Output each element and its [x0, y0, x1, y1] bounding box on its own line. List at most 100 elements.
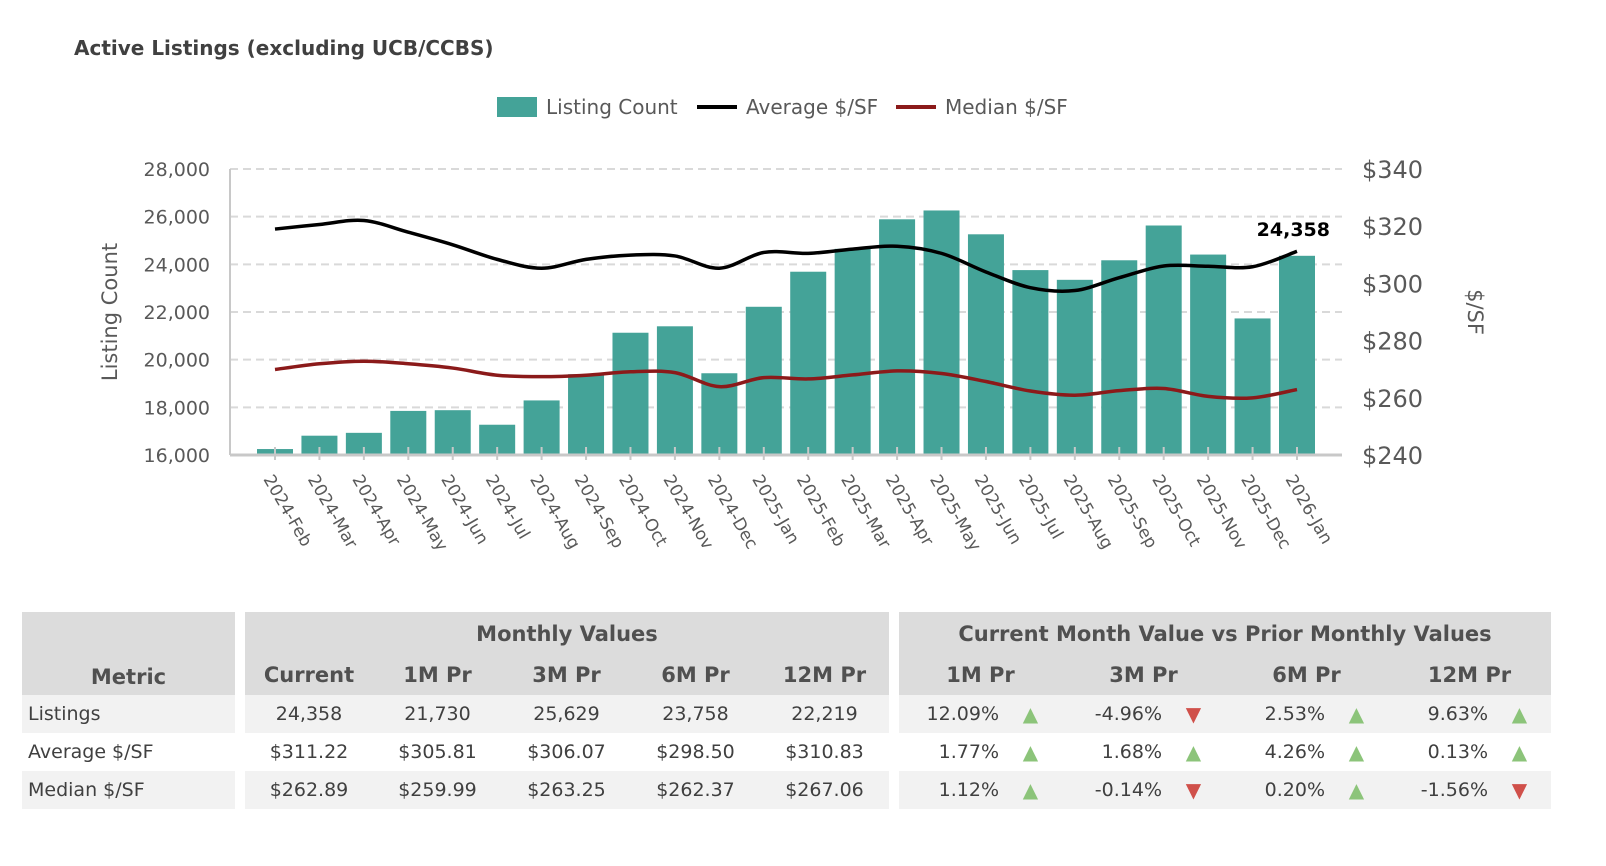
- bar-2025-Mar: [834, 248, 871, 455]
- monthly-col-header: 3M Pr: [502, 655, 631, 695]
- monthly-value: 24,358: [245, 695, 373, 733]
- table-row: Median $/SF $262.89 $259.99 $263.25 $262.37 $…: [22, 771, 1551, 809]
- monthly-col-header: Current: [245, 655, 373, 695]
- change-value: -0.14%: [1062, 771, 1162, 809]
- monthly-value: 21,730: [373, 695, 502, 733]
- legend-label: Listing Count: [546, 95, 678, 119]
- metric-name: Listings: [22, 695, 235, 733]
- bar-2025-Nov: [1190, 254, 1227, 455]
- monthly-col-header: 1M Pr: [373, 655, 502, 695]
- arrow-up-icon: ▲: [1325, 695, 1388, 733]
- y-tick-label: 28,000: [144, 159, 210, 181]
- arrow-up-icon: ▲: [1325, 771, 1388, 809]
- chart-title: Active Listings (excluding UCB/CCBS): [74, 36, 494, 60]
- monthly-value: $262.37: [631, 771, 760, 809]
- change-value: -1.56%: [1388, 771, 1488, 809]
- y2-axis-label: $/SF: [1463, 289, 1487, 335]
- monthly-value: $263.25: [502, 771, 631, 809]
- bar-2026-Jan: [1279, 255, 1315, 455]
- compare-col-header: 12M Pr: [1388, 655, 1551, 695]
- y2-tick-label: $280: [1362, 328, 1423, 356]
- change-value: 9.63%: [1388, 695, 1488, 733]
- bar-2024-Oct: [612, 332, 649, 455]
- bar-2025-May: [923, 210, 960, 455]
- monthly-value: $259.99: [373, 771, 502, 809]
- monthly-value: $306.07: [502, 733, 631, 771]
- change-value: 0.13%: [1388, 733, 1488, 771]
- monthly-col-header: 12M Pr: [760, 655, 889, 695]
- y-axis-label: Listing Count: [98, 243, 122, 381]
- monthly-value: $262.89: [245, 771, 373, 809]
- arrow-down-icon: ▼: [1162, 771, 1225, 809]
- metric-name: Average $/SF: [22, 733, 235, 771]
- bar-2024-Nov: [656, 326, 693, 455]
- monthly-values-header: Monthly Values: [245, 612, 889, 655]
- monthly-value: 25,629: [502, 695, 631, 733]
- bar-2024-Apr: [345, 432, 382, 455]
- change-value: 1.12%: [899, 771, 999, 809]
- bar-2025-Jul: [1012, 270, 1049, 455]
- combo-chart: 16,000 18,000 20,000 22,000 24,000 26,000 28,0…: [98, 95, 1487, 555]
- arrow-up-icon: ▲: [1325, 733, 1388, 771]
- y-tick-label: 24,000: [144, 254, 210, 276]
- bar-2024-Mar: [301, 435, 338, 455]
- bar-2025-Feb: [790, 271, 827, 455]
- compare-col-header: 1M Pr: [899, 655, 1062, 695]
- monthly-value: 23,758: [631, 695, 760, 733]
- monthly-col-header: 6M Pr: [631, 655, 760, 695]
- monthly-value: $305.81: [373, 733, 502, 771]
- monthly-value: $310.83: [760, 733, 889, 771]
- compare-col-header: 3M Pr: [1062, 655, 1225, 695]
- legend-label: Median $/SF: [945, 95, 1068, 119]
- bar-2024-Sep: [568, 374, 605, 455]
- change-value: 2.53%: [1225, 695, 1325, 733]
- bar-2025-Oct: [1145, 225, 1182, 455]
- y2-tick-label: $260: [1362, 385, 1423, 413]
- y2-tick-label: $340: [1362, 156, 1423, 184]
- monthly-value: $267.06: [760, 771, 889, 809]
- monthly-value: 22,219: [760, 695, 889, 733]
- metrics-table: Metric Monthly Values Current Month Valu…: [22, 612, 1551, 809]
- arrow-up-icon: ▲: [999, 733, 1062, 771]
- arrow-up-icon: ▲: [1488, 733, 1551, 771]
- arrow-up-icon: ▲: [999, 771, 1062, 809]
- table-row: Average $/SF $311.22 $305.81 $306.07 $298.50…: [22, 733, 1551, 771]
- arrow-up-icon: ▲: [1488, 695, 1551, 733]
- legend-swatch: [497, 97, 537, 117]
- monthly-value: $311.22: [245, 733, 373, 771]
- y2-tick-label: $240: [1362, 442, 1423, 470]
- y-tick-label: 26,000: [144, 207, 210, 229]
- monthly-value: $298.50: [631, 733, 760, 771]
- y-tick-label: 18,000: [144, 397, 210, 419]
- arrow-down-icon: ▼: [1488, 771, 1551, 809]
- change-value: 1.77%: [899, 733, 999, 771]
- arrow-up-icon: ▲: [999, 695, 1062, 733]
- line-median-sf: [274, 359, 1298, 401]
- bar-2025-Aug: [1056, 279, 1093, 455]
- change-value: 1.68%: [1062, 733, 1162, 771]
- legend-label: Average $/SF: [746, 95, 878, 119]
- y-tick-label: 16,000: [144, 445, 210, 467]
- bar-2025-Apr: [879, 219, 916, 455]
- arrow-up-icon: ▲: [1162, 733, 1225, 771]
- y2-tick-label: $300: [1362, 270, 1423, 298]
- bar-2025-Dec: [1234, 318, 1271, 455]
- metric-header: Metric: [22, 612, 235, 695]
- y-tick-label: 22,000: [144, 302, 210, 324]
- y2-tick-label: $320: [1362, 213, 1423, 241]
- table-row: Listings 24,358 21,730 25,629 23,758 22,219 12…: [22, 695, 1551, 733]
- change-value: 12.09%: [899, 695, 999, 733]
- compare-col-header: 6M Pr: [1225, 655, 1388, 695]
- comparison-header: Current Month Value vs Prior Monthly Val…: [899, 612, 1551, 655]
- y-tick-label: 20,000: [144, 350, 210, 372]
- change-value: 4.26%: [1225, 733, 1325, 771]
- data-label-last: 24,358: [1257, 219, 1330, 241]
- change-value: 0.20%: [1225, 771, 1325, 809]
- bar-2024-Aug: [523, 400, 560, 455]
- metric-name: Median $/SF: [22, 771, 235, 809]
- change-value: -4.96%: [1062, 695, 1162, 733]
- arrow-down-icon: ▼: [1162, 695, 1225, 733]
- bar-2025-Sep: [1101, 260, 1138, 455]
- line-average-sf: [274, 218, 1298, 293]
